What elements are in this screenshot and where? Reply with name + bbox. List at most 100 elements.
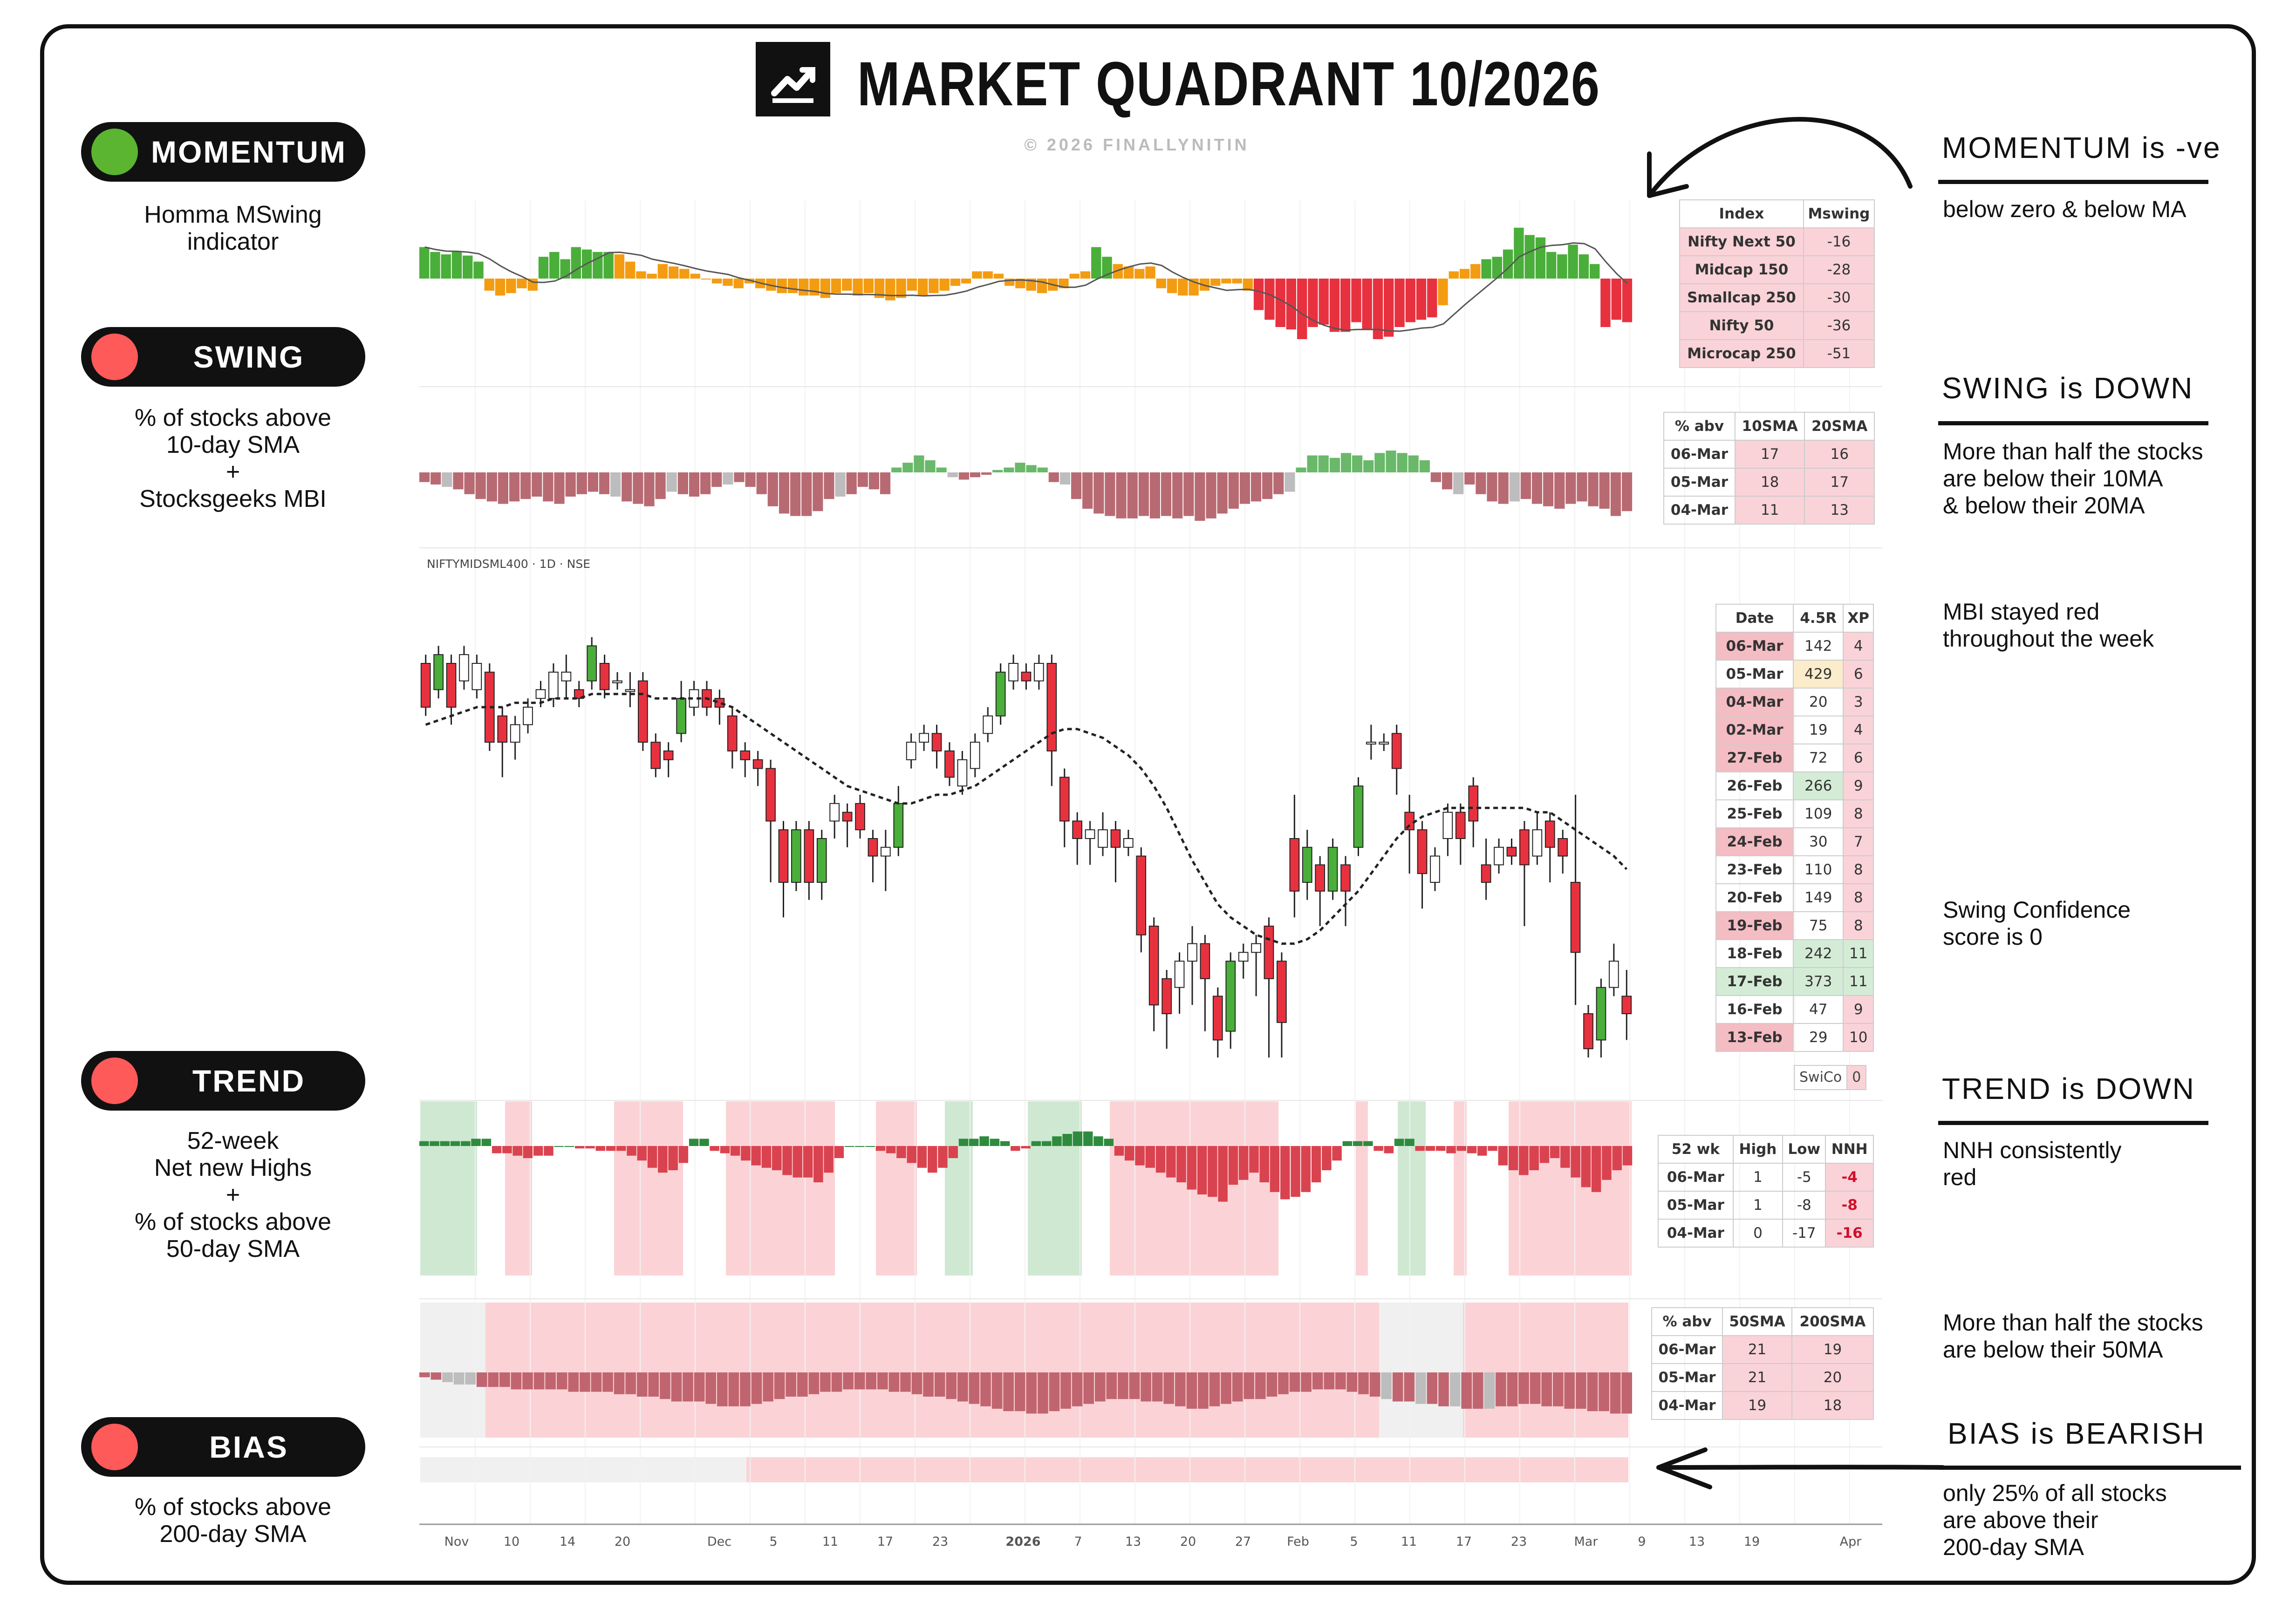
mswing-bar <box>1329 279 1340 332</box>
mswing-bar <box>853 279 863 296</box>
sma50-bar <box>1095 1372 1106 1402</box>
candle-body <box>459 654 469 682</box>
candle-body <box>1148 926 1159 1006</box>
nnh-bar <box>1622 1146 1633 1166</box>
mswing-bar <box>1568 245 1578 279</box>
mswing-bar <box>712 279 722 284</box>
nnh-bar <box>782 1146 792 1175</box>
sma10-bar <box>520 472 531 499</box>
nnh-bar <box>627 1146 636 1156</box>
candle-body <box>1098 829 1108 848</box>
sma50-bar <box>1472 1372 1483 1409</box>
note-line: Swing Confidence <box>1943 897 2131 923</box>
mswing-bar <box>1470 264 1481 279</box>
candle-body <box>740 750 751 760</box>
bias-heading: BIAS is BEARISH <box>1948 1417 2206 1450</box>
sma50-bar <box>1244 1372 1254 1399</box>
nnh-bar <box>637 1146 647 1161</box>
regime-band <box>420 1101 477 1276</box>
candle-body <box>868 838 878 857</box>
nnh-bar <box>1498 1146 1508 1166</box>
sma50-bar <box>568 1372 579 1392</box>
candle-body <box>1519 829 1530 866</box>
candle-body <box>1609 961 1619 988</box>
sma50-bar <box>522 1372 533 1390</box>
sma10-bar <box>1430 472 1441 482</box>
nnh-bar <box>813 1146 823 1182</box>
sma10-bar <box>1228 472 1239 509</box>
nnh-bar <box>834 1146 844 1158</box>
candle-body <box>1238 952 1249 962</box>
mswing-bar <box>1123 266 1134 279</box>
candle-body <box>906 742 916 760</box>
note-line: NNH consistently <box>1943 1137 2122 1163</box>
candle-body <box>1442 812 1453 839</box>
note-line: only 25% of all stocks <box>1943 1480 2167 1506</box>
cell: 04-Mar <box>1715 688 1794 716</box>
sma10-bar <box>857 472 868 487</box>
cell: 18 <box>1734 468 1805 497</box>
candle-body <box>1558 838 1568 857</box>
candle-body <box>944 750 955 778</box>
mswing-bar <box>1557 254 1567 279</box>
sma50-bar <box>1449 1372 1461 1406</box>
candle-body <box>881 846 891 857</box>
sma10-bar <box>565 472 576 497</box>
desc-line: + <box>226 1181 240 1208</box>
sma10-bar <box>554 472 565 504</box>
sma50-bar <box>1553 1372 1564 1406</box>
trend-pill: TREND <box>81 1051 365 1111</box>
candle-body <box>1494 846 1504 866</box>
sma50-bar <box>1404 1372 1415 1402</box>
mswing-bar <box>1492 257 1502 279</box>
bias-pill: BIAS <box>81 1417 365 1477</box>
cell: 110 <box>1793 855 1844 884</box>
sma10-bar <box>1464 472 1475 484</box>
nnh-bar <box>990 1139 1000 1146</box>
sma10-bar <box>1116 472 1127 518</box>
candle-body <box>829 803 840 822</box>
mbi-note: MBI stayed red throughout the week <box>1943 598 2269 652</box>
sma50-bar <box>671 1372 682 1402</box>
mswing-bar <box>441 254 451 279</box>
candle-body <box>1008 663 1018 682</box>
sma50-bar <box>1507 1372 1518 1406</box>
candle-body <box>1034 663 1044 682</box>
cell: 8 <box>1843 855 1874 884</box>
swing-confidence-note: Swing Confidence score is 0 <box>1943 896 2269 950</box>
nnh-bar <box>1374 1146 1383 1151</box>
cell: 19 <box>1722 1391 1792 1420</box>
mswing-bar <box>896 279 906 298</box>
bias-band <box>420 1457 746 1482</box>
sma10-bar <box>767 472 778 506</box>
sma50-bar <box>751 1372 762 1404</box>
sma50-bar <box>1278 1372 1289 1394</box>
mswing-bar <box>1253 279 1264 310</box>
mswing-bar <box>495 279 506 296</box>
mswing-bar <box>1113 264 1123 279</box>
mswing-bar <box>1449 271 1459 279</box>
sma10-bar <box>1610 472 1621 516</box>
trend-description: 52-week Net new Highs +% of stocks above … <box>70 1127 396 1262</box>
nnh-bar <box>1488 1146 1497 1151</box>
cell: -36 <box>1803 311 1875 340</box>
sma50-bar <box>1232 1372 1243 1402</box>
mswing-bar <box>549 252 560 279</box>
note-line: below zero & below MA <box>1943 196 2187 222</box>
cell: 19 <box>1791 1335 1874 1364</box>
sma50-bar <box>1198 1372 1209 1409</box>
cell: 11 <box>1843 967 1874 996</box>
nnh-bar <box>699 1139 709 1146</box>
sma50-bar <box>1209 1372 1220 1406</box>
regime-band <box>1379 1303 1463 1438</box>
mswing-bar <box>614 254 625 279</box>
nnh-bar <box>1550 1146 1560 1158</box>
nnh-bar <box>1166 1146 1176 1178</box>
cell: 242 <box>1793 939 1844 968</box>
nnh-bar <box>969 1139 979 1146</box>
sma10-bar <box>981 472 992 475</box>
candle-body <box>714 698 725 708</box>
mswing-bar <box>723 279 733 286</box>
candle-body <box>1302 846 1312 883</box>
